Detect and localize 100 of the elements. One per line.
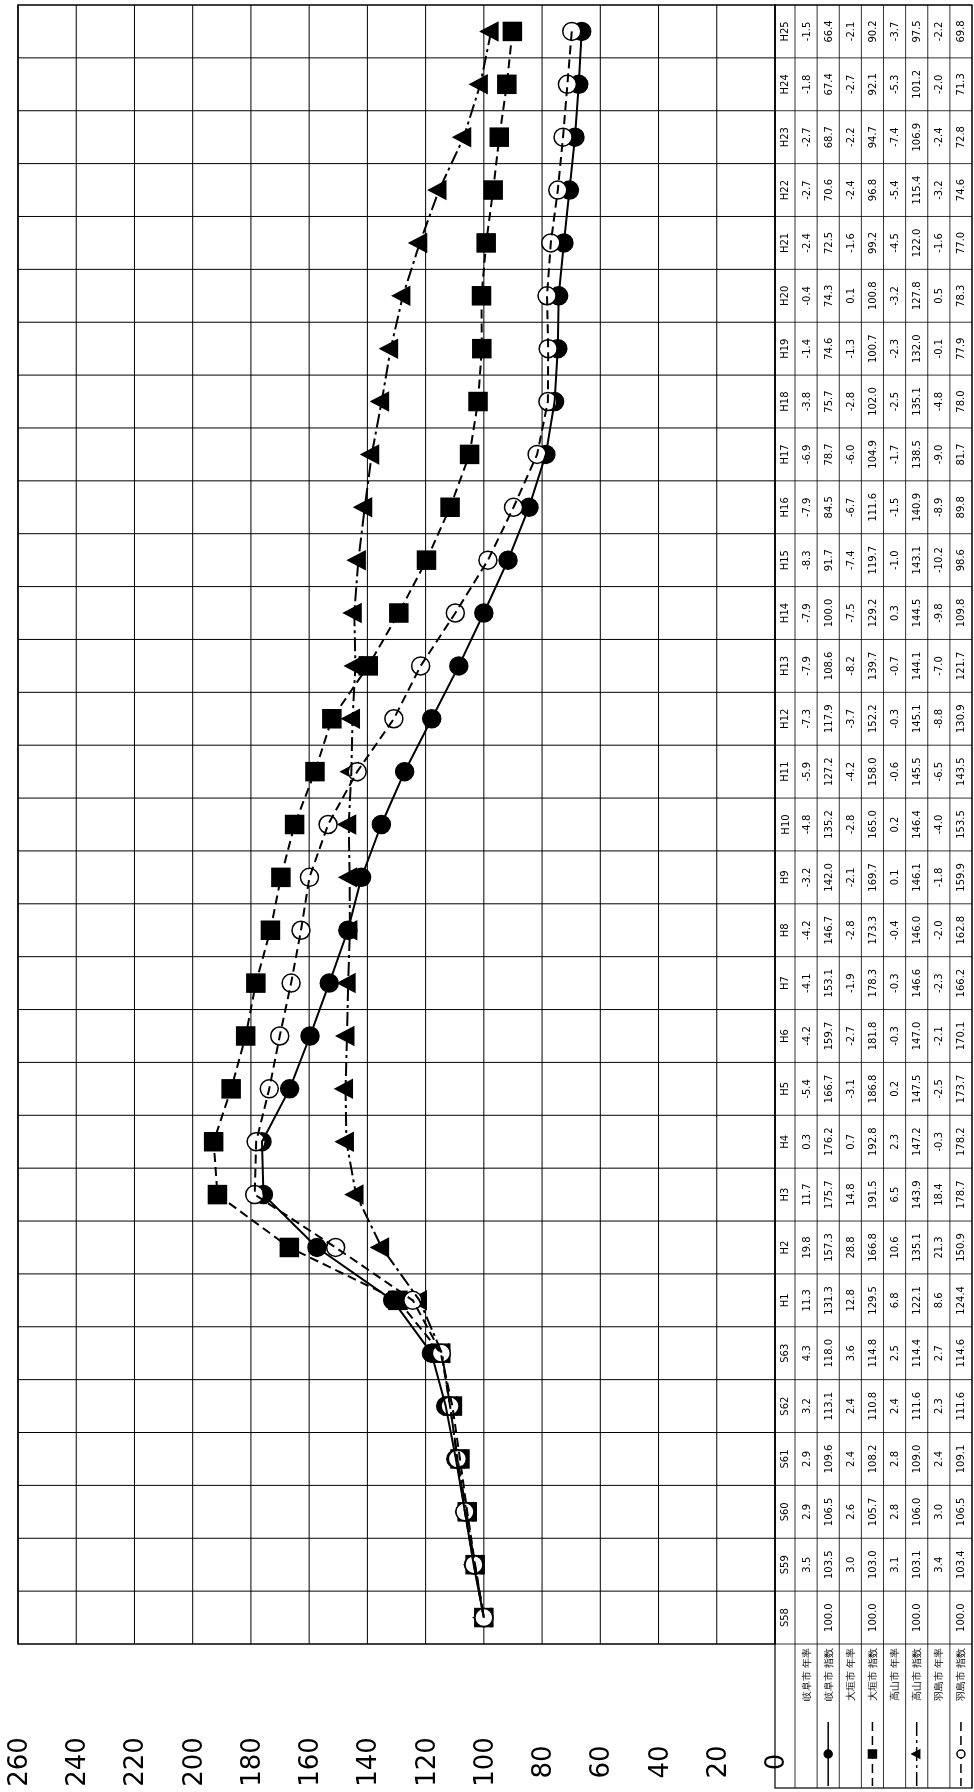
data-label: 166.7 [822,1074,834,1104]
data-label: 142.0 [822,863,834,892]
text: -8.3 [800,550,812,570]
y-tick-label: H1 [779,1293,791,1308]
text: 11.3 [800,1289,812,1312]
data-label: 74.6 [822,337,834,360]
data-label: 100.0 [822,598,834,628]
text: -0.3 [933,1131,945,1152]
text: -2.0 [933,74,945,95]
text: -2.4 [933,127,945,147]
text: 12.8 [844,1289,856,1312]
y-tick-label: H20 [779,285,791,306]
text: -2.4 [844,180,856,200]
x-tick-label: 120 [410,1737,441,1787]
data-label: 157.3 [822,1233,834,1262]
text: -2.8 [844,814,856,835]
text: -3.1 [844,1079,856,1099]
text: -7.9 [800,603,812,623]
text: 6.8 [889,1292,901,1309]
y-tick-label: H13 [779,655,791,677]
text: -5.3 [889,74,901,95]
data-label: 178.7 [955,1180,967,1209]
data-label: 169.7 [866,863,878,892]
data-label: 100.0 [955,1603,967,1632]
data-label: 96.8 [866,178,878,202]
data-label: 81.7 [955,443,967,466]
data-label: 150.9 [955,1233,967,1262]
x-tick-label: 260 [3,1737,33,1787]
text: -2.5 [889,391,901,412]
text: -0.6 [889,761,901,782]
text: -1.4 [800,338,812,359]
data-label: 122.1 [911,1286,923,1315]
x-tick-label: 100 [468,1737,499,1787]
y-tick-label: H5 [779,1081,791,1096]
text: -4.2 [800,1026,812,1046]
text: -2.7 [844,1026,856,1046]
text: -2.5 [933,1079,945,1099]
text: 3.5 [800,1556,812,1573]
data-label: 72.5 [822,231,834,255]
data-label: 178.3 [866,968,878,998]
data-label: 111.6 [955,1391,967,1421]
data-label: 70.6 [822,178,834,202]
data-label: 122.0 [911,228,923,258]
data-label: 138.5 [911,440,923,469]
data-label: 114.6 [955,1338,967,1368]
data-label: 106.5 [822,1497,834,1527]
data-label: 146.7 [822,915,834,945]
data-label: 127.8 [911,281,923,311]
data-label: 66.4 [822,20,834,43]
y-tick-label: H15 [779,550,791,571]
data-label: 100.0 [911,1603,923,1632]
y-tick-label: H4 [779,1134,791,1149]
text: -5.4 [889,180,901,200]
y-tick-label: S60 [779,1502,791,1522]
data-label: 135.2 [822,810,834,839]
text: -5.4 [800,1079,812,1099]
text: -4.8 [800,814,812,835]
y-tick-label: H7 [779,976,791,991]
x-tick-label: 0 [760,1753,790,1771]
text: 大垣市 年率 [844,1648,856,1702]
text: -6.0 [844,444,856,465]
text: -0.4 [889,920,901,940]
data-label: 108.6 [822,651,834,681]
text: -1.3 [844,338,856,359]
data-label: 114.8 [866,1338,878,1368]
data-label: 146.6 [911,968,923,998]
text: -1.5 [800,21,812,42]
text: 岐阜市 指数 [822,1648,834,1702]
text: 高山市 指数 [911,1648,923,1702]
data-label: 159.9 [955,863,967,892]
text: -4.0 [933,814,945,835]
text: -0.1 [933,338,945,359]
data-label: 75.7 [822,390,834,413]
data-label: 166.8 [866,1233,878,1262]
y-tick-label: H18 [779,391,791,412]
text: 3.6 [844,1345,856,1362]
data-label: 104.9 [866,440,878,469]
text: -2.1 [844,21,856,42]
text: 21.3 [933,1236,945,1259]
data-label: 131.3 [822,1286,834,1315]
data-label: 146.0 [911,915,923,945]
text: -2.7 [800,127,812,147]
data-label: 139.7 [866,651,878,681]
data-label: 173.3 [866,915,878,945]
text: 14.8 [844,1183,856,1206]
text: -7.4 [844,550,856,570]
data-label: 129.5 [866,1286,878,1315]
data-label: 78.7 [822,443,834,466]
text: -0.3 [889,973,901,993]
text: -2.8 [844,920,856,940]
data-label: 78.3 [955,284,967,307]
text: 2.8 [889,1503,901,1520]
text: -2.2 [933,21,945,42]
y-tick-label: H2 [779,1240,791,1255]
text: 19.8 [800,1236,812,1259]
text: -6.5 [933,761,945,782]
data-label: 106.9 [911,122,923,152]
data-label: 91.7 [822,549,834,572]
data-label: 147.5 [911,1074,923,1104]
data-label: 135.1 [911,1233,923,1262]
